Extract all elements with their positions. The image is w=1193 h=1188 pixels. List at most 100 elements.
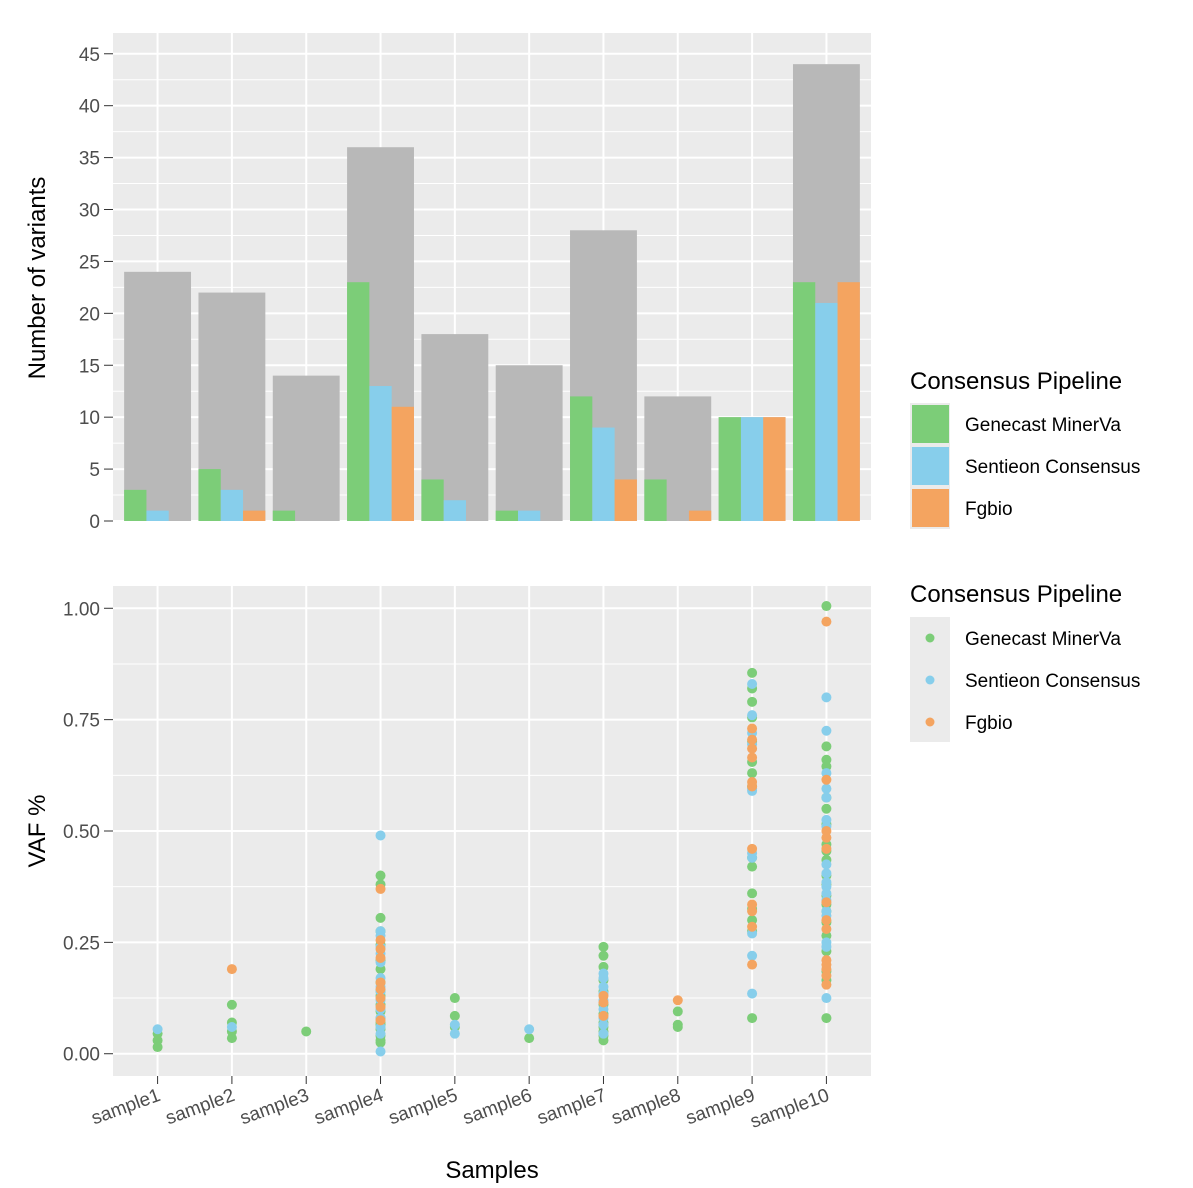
point-fgbio-sample7 [598, 1010, 609, 1021]
point-fgbio-sample10 [821, 832, 832, 843]
scatter-legend-label-sentieon-consensus: Sentieon Consensus [965, 671, 1140, 692]
scatter-legend-dot-sentieon-consensus [925, 675, 935, 685]
x-tick-label-sample8: sample8 [609, 1085, 684, 1129]
bar-y-tick-label: 0 [89, 512, 100, 533]
bar-legend-swatch-sentieon-consensus [912, 447, 949, 485]
point-sentieon-consensus-sample9 [747, 852, 758, 863]
bar-sentieon-consensus-sample4 [369, 386, 392, 521]
point-sentieon-consensus-sample4 [375, 1046, 386, 1057]
point-fgbio-sample9 [747, 843, 758, 854]
point-fgbio-sample9 [747, 723, 758, 734]
point-sentieon-consensus-sample10 [821, 859, 832, 870]
scatter-y-tick-label: 0.50 [63, 822, 100, 843]
point-sentieon-consensus-sample2 [226, 1022, 237, 1032]
point-sentieon-consensus-sample10 [821, 993, 832, 1004]
point-genecast-minerva-sample9 [747, 768, 758, 779]
bar-sentieon-consensus-sample9 [740, 417, 764, 521]
point-genecast-minerva-sample9 [747, 696, 758, 707]
scatter-legend: Consensus Pipeline Genecast MinerVa Senti… [910, 581, 1140, 742]
point-genecast-minerva-sample5 [449, 1010, 460, 1021]
point-genecast-minerva-sample9 [747, 1013, 758, 1024]
bar-fgbio-sample8 [688, 510, 712, 521]
point-sentieon-consensus-sample5 [449, 1028, 460, 1039]
scatter-legend-label-fgbio: Fgbio [965, 713, 1013, 734]
point-genecast-minerva-sample8 [672, 1006, 683, 1017]
x-tick-label-sample10: sample10 [748, 1085, 833, 1133]
scatter-y-ticks: 0.00 0.25 0.50 0.75 1.00 [63, 599, 113, 1066]
x-tick-label-sample7: sample7 [535, 1085, 610, 1129]
scatter-legend-label-genecast-minerva: Genecast MinerVa [965, 629, 1121, 650]
point-sentieon-consensus-sample1 [152, 1024, 163, 1035]
point-fgbio-sample4 [375, 883, 386, 894]
point-sentieon-consensus-sample4 [375, 1028, 386, 1039]
point-sentieon-consensus-sample6 [524, 1024, 535, 1035]
bar-y-tick-label: 35 [79, 149, 100, 170]
bar-genecast-minerva-sample1 [124, 489, 147, 521]
point-fgbio-sample9 [747, 752, 758, 763]
point-fgbio-sample9 [747, 743, 758, 754]
point-genecast-minerva-sample9 [747, 888, 758, 899]
bar-legend-label-genecast-minerva: Genecast MinerVa [965, 415, 1121, 436]
point-sentieon-consensus-sample10 [821, 692, 832, 703]
bar-y-axis-title: Number of variants [24, 177, 51, 380]
point-fgbio-sample10 [821, 970, 832, 981]
bar-y-tick-label: 40 [79, 97, 100, 118]
point-sentieon-consensus-sample10 [821, 725, 832, 736]
point-fgbio-sample9 [747, 734, 758, 745]
point-genecast-minerva-sample9 [747, 861, 758, 872]
bar-y-tick-label: 45 [79, 45, 100, 66]
point-fgbio-sample4 [375, 984, 386, 995]
point-fgbio-sample8 [672, 995, 683, 1006]
point-genecast-minerva-sample10 [821, 601, 832, 612]
x-tick-label-sample6: sample6 [460, 1085, 535, 1129]
bar-genecast-minerva-sample3 [272, 510, 296, 521]
point-genecast-minerva-sample2 [226, 1033, 237, 1044]
point-sentieon-consensus-sample10 [821, 792, 832, 803]
bar-genecast-minerva-sample8 [644, 479, 667, 521]
point-fgbio-sample4 [375, 952, 386, 963]
point-genecast-minerva-sample5 [449, 993, 460, 1004]
point-genecast-minerva-sample4 [375, 912, 386, 923]
bar-fgbio-sample4 [391, 406, 414, 521]
point-fgbio-sample4 [375, 935, 386, 946]
scatter-y-tick-label: 1.00 [63, 599, 100, 620]
point-fgbio-sample2 [226, 964, 237, 975]
bar-genecast-minerva-sample7 [570, 396, 593, 521]
bar-chart-panel: 0 5 10 15 20 25 30 35 40 45 Number of variants [24, 33, 871, 533]
bar-legend-label-sentieon-consensus: Sentieon Consensus [965, 457, 1140, 478]
point-sentieon-consensus-sample7 [598, 973, 609, 983]
point-genecast-minerva-sample4 [375, 870, 386, 881]
scatter-legend-dot-genecast-minerva [925, 633, 935, 643]
bar-legend-label-fgbio: Fgbio [965, 499, 1013, 520]
x-tick-label-sample4: sample4 [312, 1085, 387, 1129]
bar-legend-swatch-fgbio [912, 489, 949, 527]
point-sentieon-consensus-sample5 [449, 1019, 460, 1030]
bar-y-tick-label: 25 [79, 252, 100, 273]
x-tick-label-sample5: sample5 [386, 1085, 461, 1129]
point-sentieon-consensus-sample7 [598, 1028, 609, 1039]
x-tick-label-sample1: sample1 [89, 1085, 164, 1129]
scatter-x-ticks: sample1 sample2 sample3 sample4 sample5 sampl… [89, 1076, 833, 1133]
x-tick-label-sample9: sample9 [683, 1085, 758, 1129]
point-genecast-minerva-sample10 [821, 1013, 832, 1024]
bar-genecast-minerva-sample4 [347, 282, 370, 521]
bar-y-tick-label: 5 [89, 460, 100, 481]
total-bar-sample6 [495, 365, 563, 521]
bar-genecast-minerva-sample10 [792, 282, 816, 521]
point-fgbio-sample10 [821, 616, 832, 627]
point-fgbio-sample7 [598, 997, 609, 1008]
scatter-y-axis-title: VAF % [24, 795, 51, 868]
scatter-y-tick-label: 0.25 [63, 933, 100, 954]
point-fgbio-sample4 [375, 1015, 386, 1026]
point-fgbio-sample4 [375, 993, 386, 1004]
total-bar-sample3 [272, 375, 340, 521]
bar-legend-swatch-genecast-minerva [912, 405, 949, 443]
bar-sentieon-consensus-sample6 [518, 510, 541, 521]
scatter-points [152, 601, 832, 1057]
bar-y-tick-label: 10 [79, 408, 100, 429]
bar-genecast-minerva-sample6 [495, 510, 519, 521]
bar-y-ticks: 0 5 10 15 20 25 30 35 40 45 [79, 45, 113, 533]
point-sentieon-consensus-sample9 [747, 950, 758, 961]
point-fgbio-sample10 [821, 897, 832, 908]
